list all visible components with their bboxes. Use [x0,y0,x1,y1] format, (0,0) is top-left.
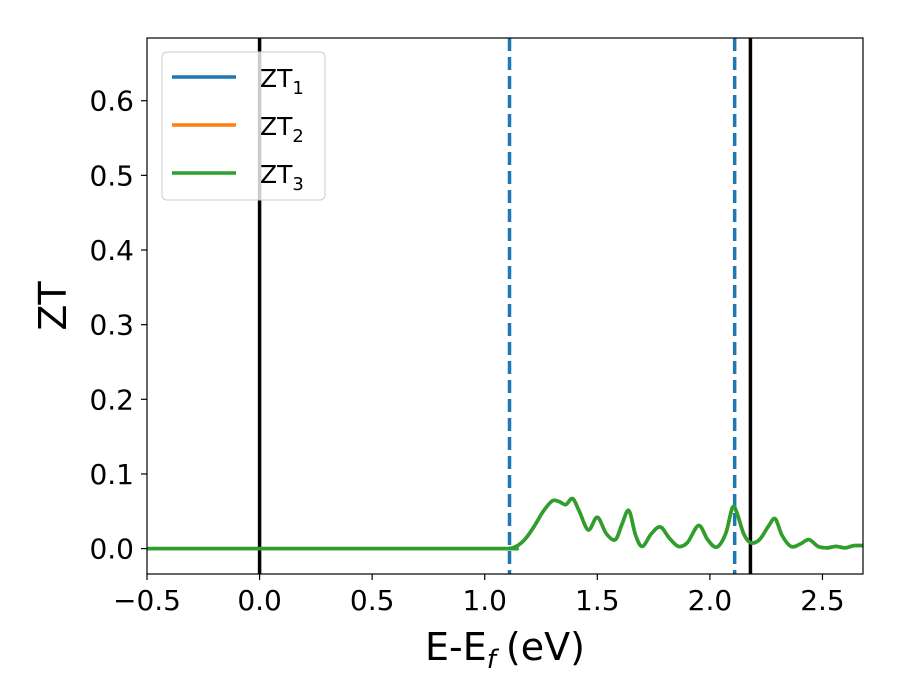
x-axis-title-main: E-E [425,625,487,669]
x-tick-label: −0.5 [113,584,181,617]
x-tick-label: 0.0 [237,584,282,617]
legend-box [161,51,326,201]
legend-label-1: ZT1 [260,64,304,99]
x-tick-label: 1.0 [462,584,507,617]
x-tick-label: 1.5 [575,584,620,617]
y-tick-label: 0.4 [89,234,134,267]
legend-label-subscript: 3 [292,174,303,195]
plot-frame [146,37,864,575]
x-tick-label: 0.5 [350,584,395,617]
x-axis-title-unit: (eV) [506,625,585,669]
x-axis-ticks: −0.5 0.0 0.5 1.0 1.5 2.0 2.5 [113,574,845,617]
y-tick-label: 0.5 [89,159,134,192]
x-tick-label: 2.0 [688,584,733,617]
legend-label-subscript: 2 [292,126,303,147]
y-tick-label: 0.6 [89,85,134,118]
legend-label-3: ZT3 [260,160,304,195]
x-axis-title: E-Ef (eV) [425,625,585,675]
legend-label-name: ZT [260,64,293,93]
y-tick-label: 0.3 [89,309,134,342]
y-axis-ticks: 0.0 0.1 0.2 0.3 0.4 0.5 0.6 [89,85,147,566]
legend-label-2: ZT2 [260,112,304,147]
series-lines [147,496,863,551]
legend-label-name: ZT [260,112,293,141]
series-line-3 [147,496,863,551]
legend-label-subscript: 1 [292,78,303,99]
y-axis-title: ZT [31,281,75,331]
legend-label-name: ZT [260,160,293,189]
y-tick-label: 0.1 [89,458,134,491]
x-tick-label: 2.5 [800,584,845,617]
y-tick-label: 0.2 [89,383,134,416]
y-tick-label: 0.0 [89,533,134,566]
